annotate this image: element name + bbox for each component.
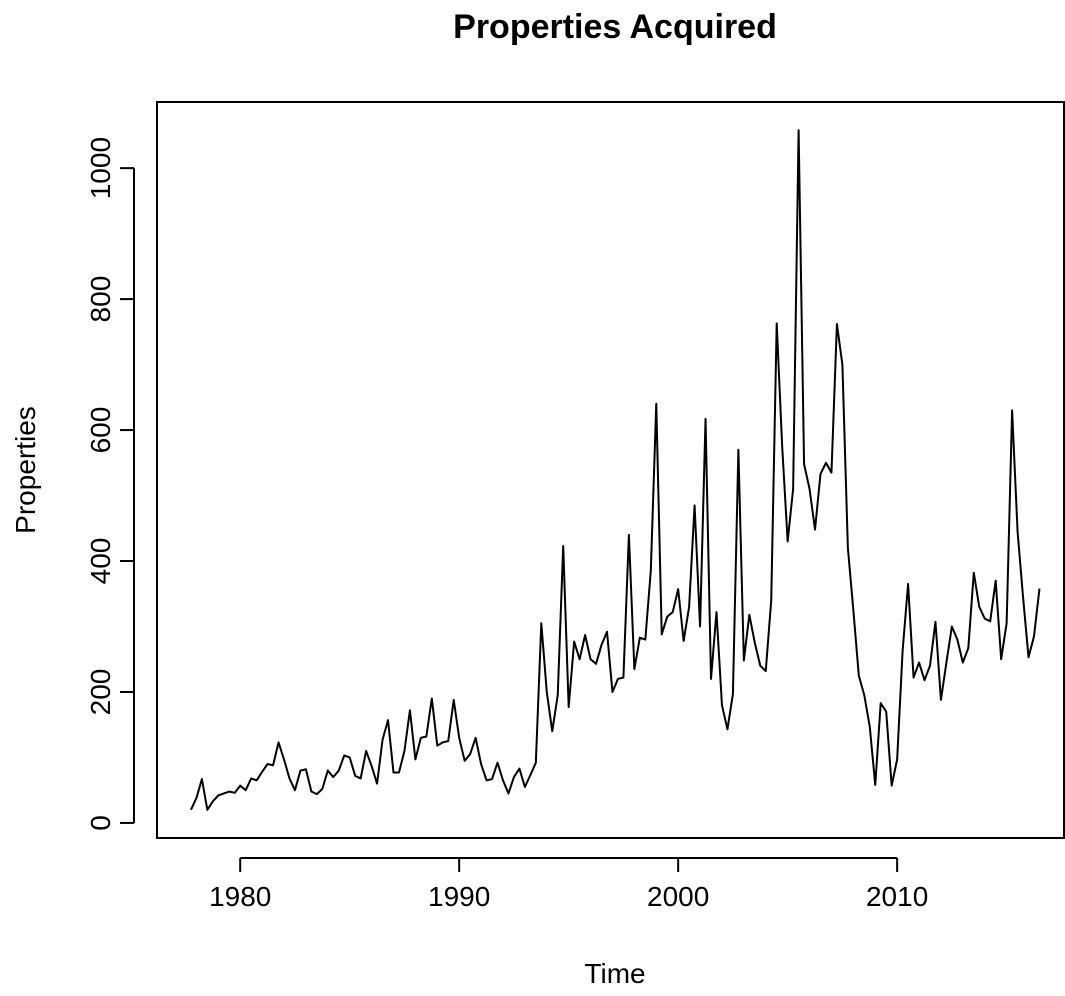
x-axis-label: Time: [584, 958, 645, 989]
data-line: [190, 129, 1041, 811]
x-tick-label: 1990: [428, 881, 490, 912]
chart-title: Properties Acquired: [453, 8, 777, 46]
y-tick-label: 600: [85, 407, 116, 454]
x-tick-label: 2010: [866, 881, 928, 912]
y-tick-label: 800: [85, 276, 116, 323]
plot-box: [156, 101, 1065, 839]
x-tick-label: 2000: [647, 881, 709, 912]
y-tick-label: 400: [85, 538, 116, 585]
y-tick-label: 1000: [85, 137, 116, 199]
y-tick-label: 200: [85, 669, 116, 716]
x-tick-label: 1980: [209, 881, 271, 912]
y-axis-label: Properties: [10, 406, 41, 534]
y-tick-label: 0: [85, 815, 116, 831]
